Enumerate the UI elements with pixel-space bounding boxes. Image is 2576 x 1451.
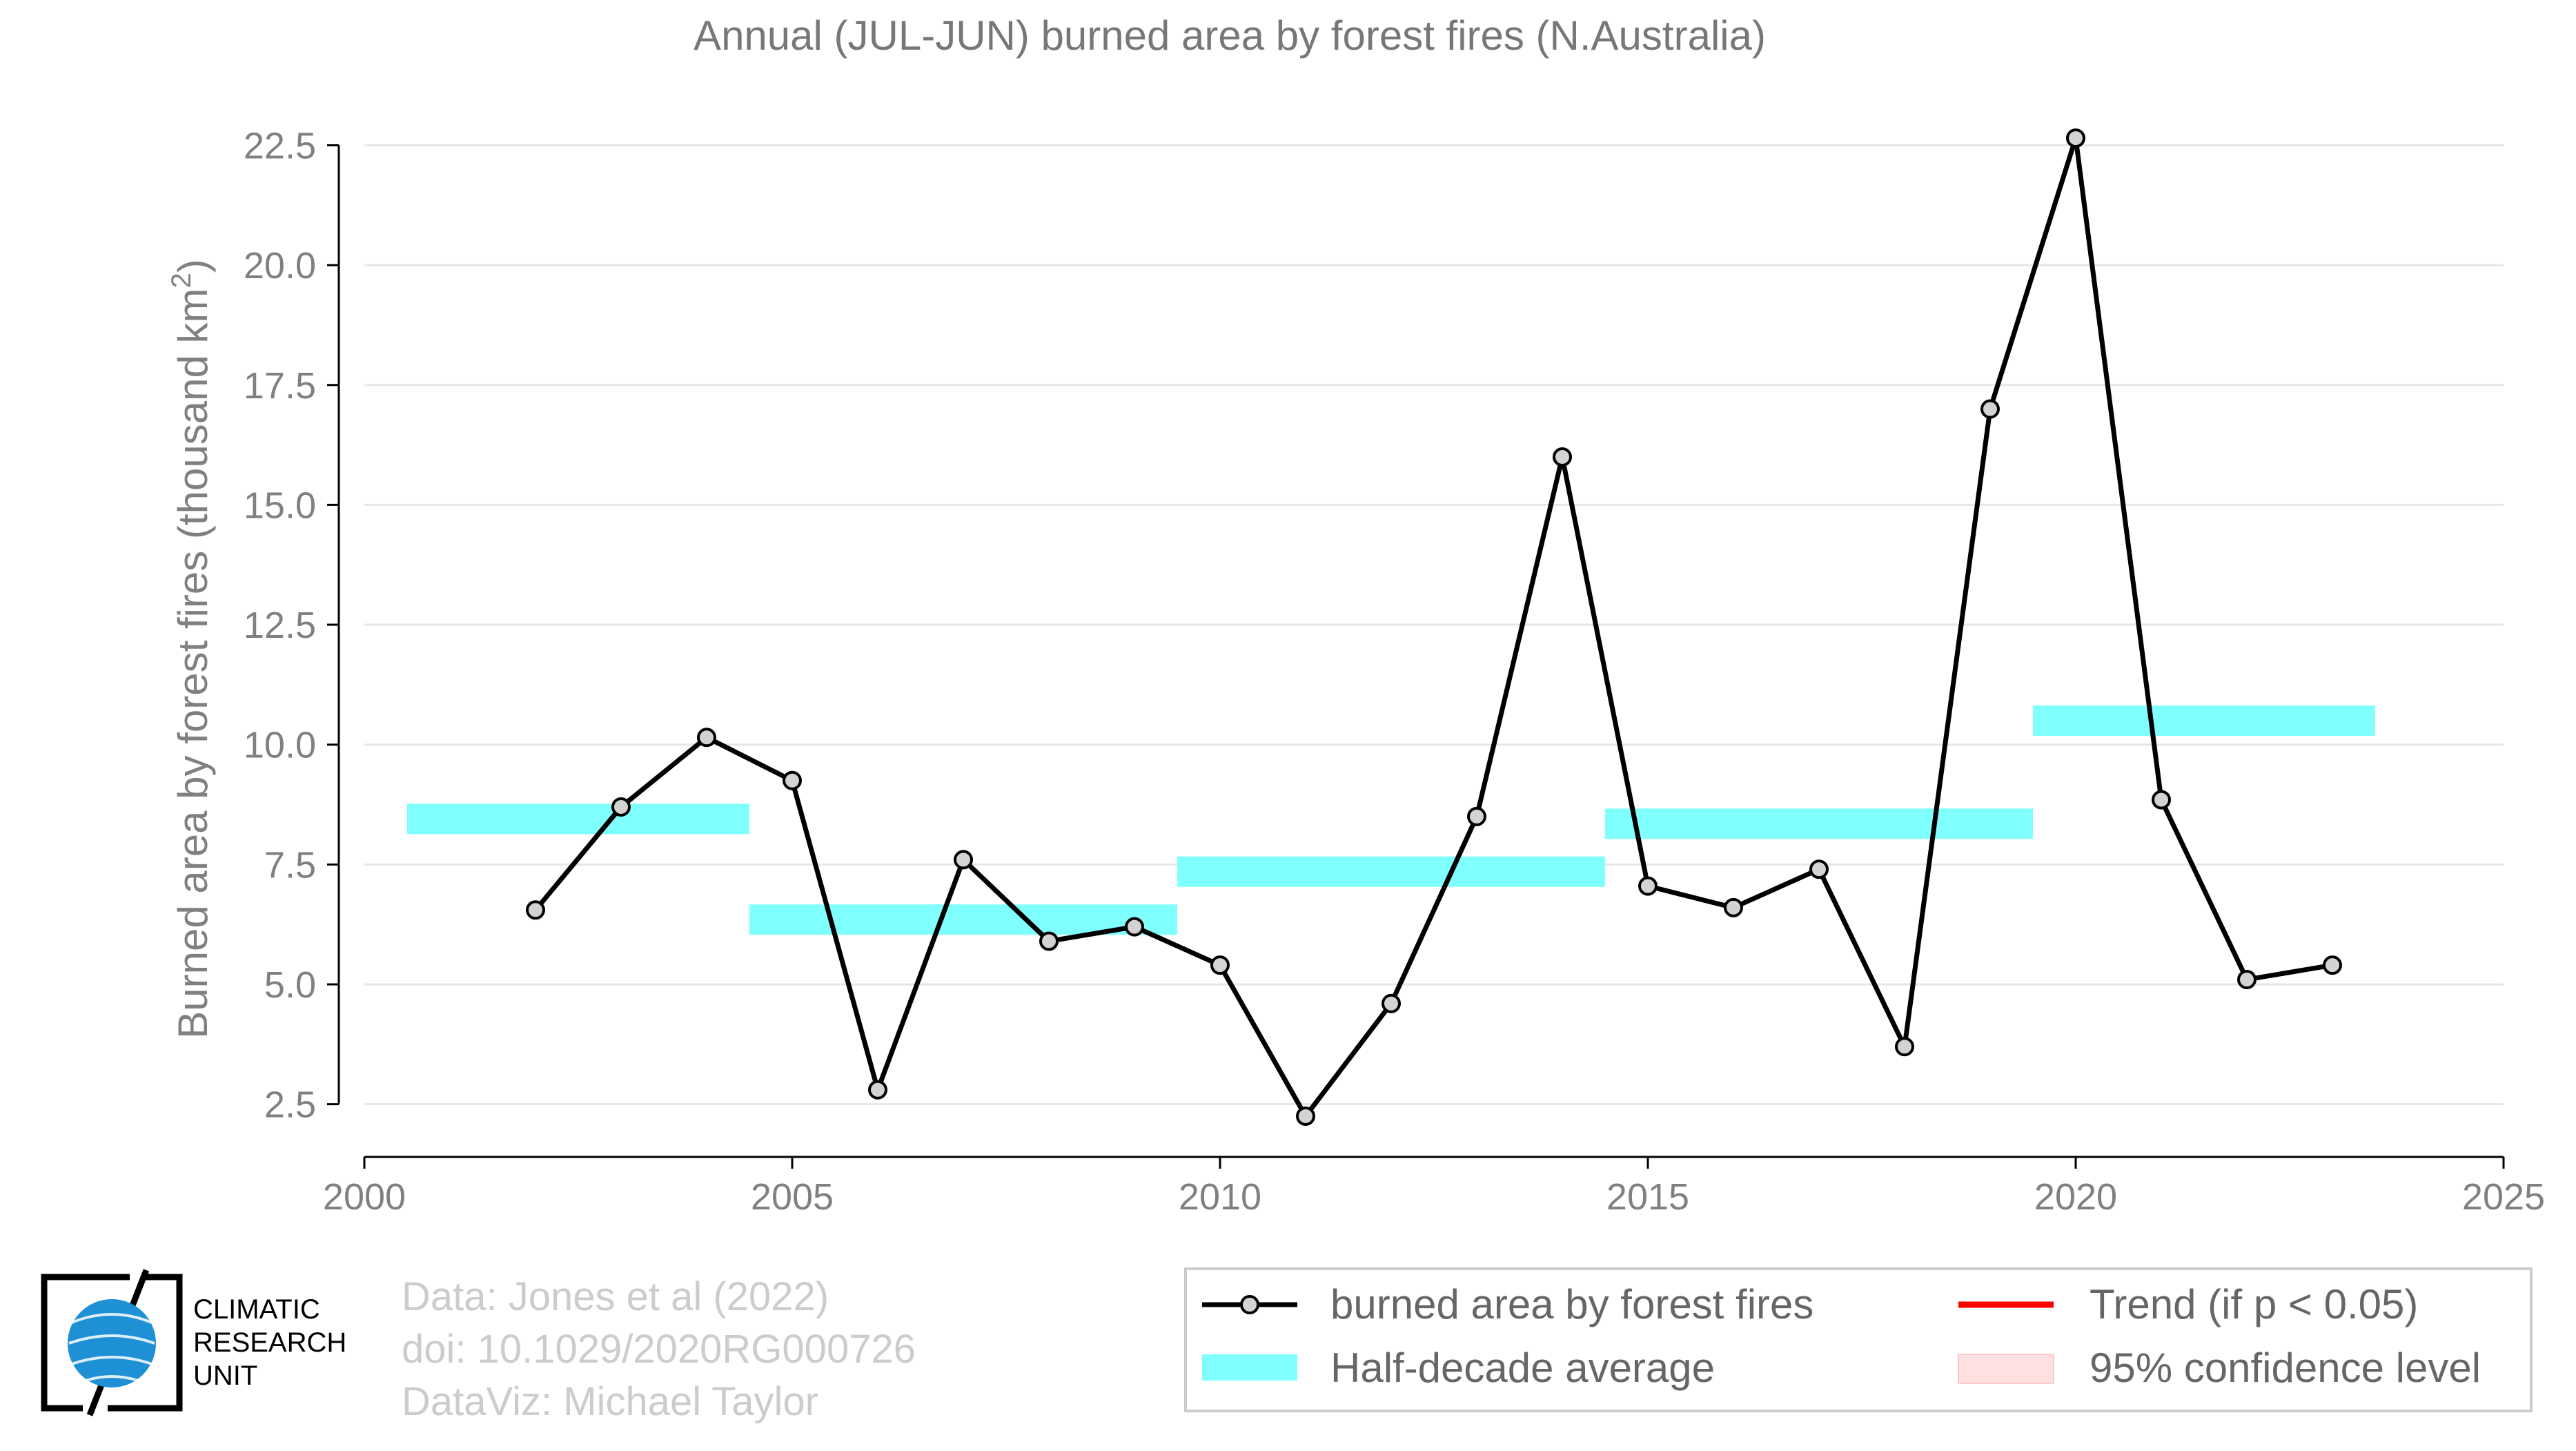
legend-box bbox=[1184, 1267, 2533, 1412]
axes bbox=[327, 144, 2505, 1169]
chart-title: Annual (JUL-JUN) burned area by forest f… bbox=[694, 12, 1766, 59]
y-tick-label: 10.0 bbox=[244, 725, 316, 766]
y-tick-label: 2.5 bbox=[264, 1084, 316, 1126]
data-point bbox=[1980, 399, 2000, 419]
logo-bracket-right-icon bbox=[108, 1274, 183, 1412]
y-axis-label: Burned area by forest fires (thousand km… bbox=[166, 259, 216, 1038]
credit-doi: doi: 10.1029/2020RG000726 bbox=[402, 1327, 916, 1372]
data-point bbox=[1296, 1106, 1315, 1126]
y-tick-label: 15.0 bbox=[244, 485, 316, 526]
x-tick-label: 2015 bbox=[1606, 1176, 1689, 1218]
y-axis-label-main: Burned area by forest fires (thousand km bbox=[170, 289, 216, 1039]
data-point bbox=[1553, 447, 1572, 467]
cru-logo: CLIMATIC RESEARCH UNIT bbox=[41, 1269, 346, 1416]
legend: burned area by forest fires Trend (if p … bbox=[1184, 1267, 2533, 1412]
logo-globe-lines-icon bbox=[68, 1313, 155, 1382]
y-tick-label: 5.0 bbox=[264, 964, 316, 1006]
y-tick-label: 12.5 bbox=[244, 605, 316, 646]
y-tick-label: 20.0 bbox=[244, 245, 316, 286]
x-tick-label: 2020 bbox=[2034, 1176, 2117, 1218]
data-point bbox=[1210, 955, 1230, 975]
data-point bbox=[697, 728, 716, 748]
logo-text-research: RESEARCH bbox=[193, 1327, 346, 1358]
data-point bbox=[1467, 806, 1486, 826]
data-point bbox=[1125, 917, 1144, 937]
logo-text-climatic: CLIMATIC bbox=[193, 1294, 320, 1325]
y-tick-label: 7.5 bbox=[264, 844, 316, 886]
tick-labels: 2.5 5.0 7.5 10.0 12.5 15.0 17.5 20.0 22.5 2000 200… bbox=[244, 126, 2545, 1218]
half-decade-average-bar bbox=[2033, 705, 2375, 736]
data-point bbox=[2152, 790, 2171, 810]
data-point bbox=[1039, 931, 1059, 951]
y-axis-label-superscript: 2 bbox=[166, 273, 197, 288]
legend-label-burned-area: burned area by forest fires bbox=[1330, 1281, 1813, 1327]
x-tick-label: 2010 bbox=[1179, 1176, 1261, 1218]
grid-lines bbox=[364, 144, 2504, 1106]
half-decade-average-bar bbox=[407, 804, 749, 835]
credit-dataviz: DataViz: Michael Taylor bbox=[402, 1379, 818, 1424]
legend-label-half-decade: Half-decade average bbox=[1330, 1345, 1715, 1391]
logo-bracket-left-icon bbox=[41, 1274, 130, 1412]
half-decade-average-bar bbox=[1177, 856, 1605, 887]
x-tick-label: 2025 bbox=[2462, 1176, 2545, 1218]
data-point bbox=[783, 770, 802, 790]
series-line bbox=[533, 135, 2333, 1119]
y-tick-label: 17.5 bbox=[244, 365, 316, 407]
data-point bbox=[868, 1080, 887, 1100]
data-point bbox=[2323, 955, 2342, 975]
data-point bbox=[1638, 876, 1658, 896]
logo-globe-icon bbox=[68, 1299, 156, 1387]
data-point bbox=[611, 797, 631, 817]
legend-swatch-half-decade bbox=[1202, 1354, 1297, 1381]
data-point bbox=[954, 850, 973, 870]
half-decade-average-bands bbox=[407, 705, 2375, 935]
series-burned-area bbox=[526, 128, 2342, 1126]
legend-label-trend: Trend (if p < 0.05) bbox=[2090, 1281, 2418, 1327]
half-decade-average-bar bbox=[1605, 808, 2033, 839]
legend-swatch-confidence bbox=[1958, 1354, 2054, 1384]
data-point bbox=[1724, 897, 1743, 917]
y-axis-label-close: ) bbox=[170, 259, 216, 273]
logo-text-unit: UNIT bbox=[193, 1361, 257, 1391]
y-tick-label: 22.5 bbox=[244, 126, 316, 167]
data-point bbox=[2237, 970, 2257, 990]
legend-label-confidence: 95% confidence level bbox=[2090, 1345, 2481, 1391]
credit-data-source: Data: Jones et al (2022) bbox=[402, 1274, 829, 1319]
x-tick-label: 2005 bbox=[751, 1176, 834, 1218]
data-point bbox=[1895, 1037, 1914, 1057]
legend-marker-burned-area bbox=[1240, 1295, 1259, 1314]
data-point bbox=[526, 900, 545, 920]
data-point bbox=[1382, 993, 1401, 1013]
data-point bbox=[2066, 128, 2085, 148]
data-point bbox=[1809, 859, 1829, 879]
x-tick-label: 2000 bbox=[323, 1176, 406, 1218]
